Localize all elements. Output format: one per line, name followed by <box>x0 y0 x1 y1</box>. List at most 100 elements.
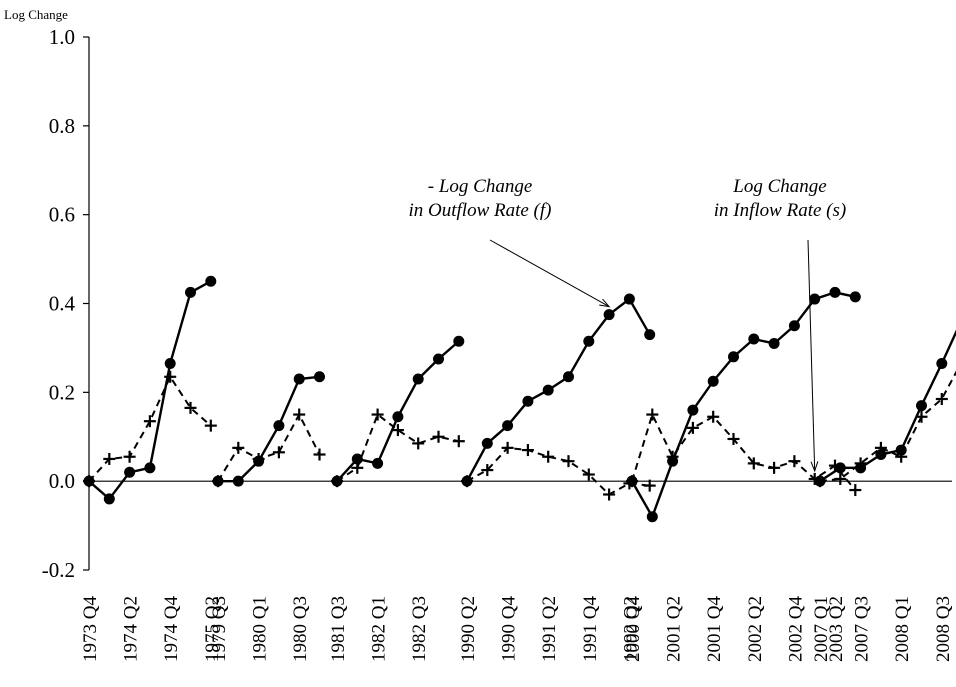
inflow-marker <box>582 468 595 481</box>
outflow-point <box>314 371 325 383</box>
x-tick-label: 1991 Q4 <box>580 596 601 662</box>
outflow-point <box>522 395 534 407</box>
y-tick-label: 0.4 <box>49 292 76 316</box>
x-tick-label: 1990 Q4 <box>499 596 520 662</box>
x-tick-label: 2002 Q2 <box>745 596 766 662</box>
annotation-text: - Log Change <box>428 176 533 197</box>
inflow-line <box>631 411 857 491</box>
x-tick-label: 1991 Q2 <box>539 596 560 662</box>
outflow-line <box>218 375 320 483</box>
outflow-point <box>392 411 404 423</box>
outflow-point <box>273 420 285 432</box>
inflow-marker <box>143 415 156 428</box>
outflow-point <box>623 293 635 305</box>
outflow-point <box>83 475 95 487</box>
outflow-point <box>875 449 887 461</box>
inflow-marker <box>562 455 575 468</box>
outflow-point <box>185 286 196 298</box>
x-tick-label: 1979 Q3 <box>209 596 230 662</box>
inflow-marker <box>204 419 217 432</box>
inflow-marker <box>542 450 555 463</box>
outflow-point <box>916 400 927 412</box>
inflow-marker <box>184 401 197 414</box>
episode-3 <box>331 335 465 488</box>
inflow-marker <box>272 446 285 459</box>
inflow-marker <box>123 450 136 463</box>
outflow-point <box>293 373 305 385</box>
x-tick-label: 1974 Q2 <box>121 596 142 662</box>
outflow-line <box>465 297 651 482</box>
outflow-point <box>748 333 760 345</box>
outflow-point <box>603 309 615 321</box>
outflow-point <box>829 286 841 298</box>
inflow-marker <box>313 448 326 461</box>
outflow-point <box>164 357 176 369</box>
x-tick-label: 2000 Q4 <box>623 596 644 662</box>
inflow-marker <box>788 455 801 468</box>
outflow-point <box>144 462 156 474</box>
x-tick-label: 1980 Q3 <box>290 596 311 662</box>
x-tick-label: 1973 Q4 <box>80 596 101 662</box>
inflow-marker <box>412 437 425 450</box>
inflow-marker <box>481 464 494 477</box>
inflow-marker <box>834 472 847 485</box>
outflow-line <box>819 329 956 483</box>
inflow-marker <box>371 408 384 421</box>
inflow-marker <box>747 457 760 470</box>
annotation-outflow: - Log Change in Outflow Rate (f) <box>408 176 611 308</box>
y-tick-label: 1.0 <box>49 25 75 49</box>
episode-6 <box>814 329 956 488</box>
episode-2 <box>212 371 326 488</box>
episode-4 <box>461 293 656 501</box>
inflow-marker <box>452 435 465 448</box>
inflow-marker <box>293 408 306 421</box>
inflow-marker <box>727 432 740 445</box>
inflow-marker <box>935 392 948 405</box>
outflow-point <box>542 384 554 396</box>
episode-1 <box>83 275 217 505</box>
x-tick-label: 2007 Q1 <box>811 596 832 662</box>
inflow-marker <box>686 421 699 434</box>
outflow-point <box>124 466 136 478</box>
annotation-arrow-line <box>807 239 816 471</box>
inflow-marker <box>646 408 659 421</box>
y-axis: 1.0 0.8 0.6 0.4 0.2 0.0 -0.2 <box>42 25 90 582</box>
x-tick-label: 2008 Q3 <box>933 596 954 662</box>
outflow-point <box>412 373 424 385</box>
outflow-point <box>502 420 514 432</box>
outflow-point <box>849 291 861 303</box>
inflow-marker <box>164 370 177 383</box>
outflow-point <box>583 335 595 347</box>
outflow-point <box>626 475 638 487</box>
outflow-point <box>563 371 574 383</box>
outflow-point <box>433 353 444 365</box>
inflow-marker <box>232 441 245 454</box>
outflow-point <box>895 444 907 456</box>
outflow-point <box>205 275 217 287</box>
outflow-point <box>253 455 265 467</box>
outflow-point <box>809 293 821 305</box>
y-tick-label: 0.0 <box>49 469 75 493</box>
x-tick-label: 2003 Q2 <box>826 596 847 662</box>
outflow-point <box>103 493 115 505</box>
outflow-point <box>372 457 384 469</box>
series-layer <box>83 275 956 523</box>
outflow-point <box>351 453 363 465</box>
outflow-point <box>331 475 343 487</box>
outflow-point <box>461 475 473 487</box>
x-tick-label: 2001 Q2 <box>664 596 685 662</box>
y-tick-label: 0.6 <box>49 203 75 227</box>
outflow-point <box>728 351 739 363</box>
x-tick-label: 1992 Q2 <box>620 596 641 662</box>
annotations: - Log Change in Outflow Rate (f) Log Chang… <box>408 176 846 473</box>
x-tick-label: 1975 Q2 <box>202 596 223 662</box>
inflow-marker <box>603 488 616 501</box>
outflow-point <box>834 462 846 474</box>
x-tick-label: 2002 Q4 <box>785 596 806 662</box>
annotation-arrow-head <box>810 461 819 473</box>
inflow-marker <box>849 484 862 497</box>
y-axis-title: Log Change <box>4 7 68 22</box>
inflow-marker <box>501 441 514 454</box>
